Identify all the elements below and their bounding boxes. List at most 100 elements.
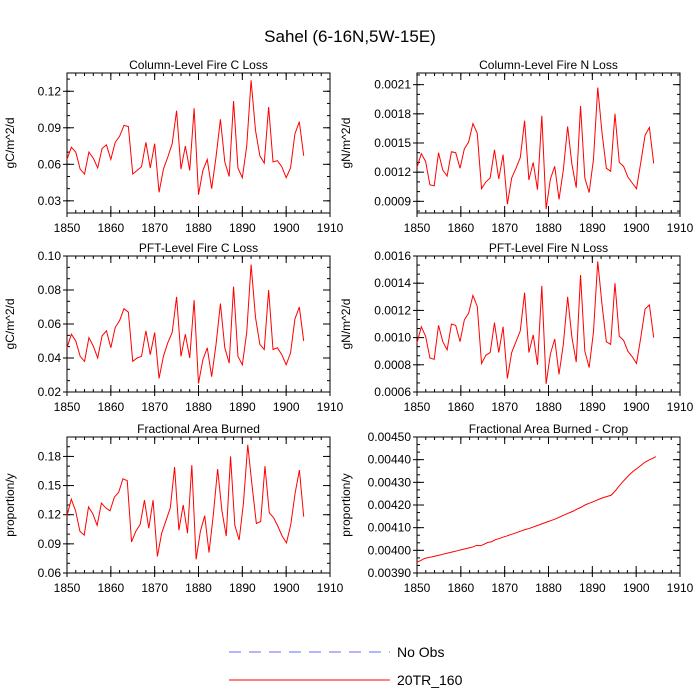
x-tick-label: 1900 [623, 581, 650, 595]
x-tick-label: 1860 [447, 581, 474, 595]
x-tick-label: 1850 [54, 400, 81, 414]
x-tick-label: 1900 [623, 400, 650, 414]
x-tick-label: 1880 [535, 400, 562, 414]
x-tick-label: 1890 [229, 221, 256, 235]
y-tick-label: 0.0009 [374, 194, 411, 208]
x-tick-label: 1870 [141, 581, 168, 595]
x-tick-label: 1890 [229, 400, 256, 414]
y-tick-label: 0.06 [38, 566, 62, 580]
y-tick-label: 0.00410 [368, 521, 412, 535]
y-tick-label: 0.15 [38, 479, 62, 493]
legend: No Obs 20TR_160 [229, 644, 463, 688]
x-tick-label: 1850 [404, 221, 431, 235]
x-tick-label: 1860 [447, 221, 474, 235]
y-tick-label: 0.0016 [374, 249, 411, 263]
series-line-20tr-160 [416, 261, 655, 384]
x-tick-label: 1860 [447, 400, 474, 414]
y-tick-label: 0.00450 [368, 430, 412, 444]
y-tick-label: 0.12 [38, 84, 62, 98]
x-tick-label: 1880 [185, 400, 212, 414]
x-tick-label: 1880 [535, 581, 562, 595]
x-tick-label: 1880 [185, 221, 212, 235]
panel-3: PFT-Level Fire C Loss 1850 1860 1870 1880 189… [3, 241, 344, 414]
x-tick-label: 1870 [491, 400, 518, 414]
panel-5: Fractional Area Burned 1850 1860 1870 1880 18… [3, 422, 344, 595]
y-axis-label: gC/m^2/d [3, 299, 17, 350]
x-tick-label: 1860 [97, 400, 124, 414]
y-axis-label: proportion/y [339, 473, 353, 536]
y-tick-label: 0.0010 [374, 331, 411, 345]
panel-1: Column-Level Fire C Loss 1850 1860 1870 1880… [3, 58, 344, 235]
x-tick-label: 1860 [97, 221, 124, 235]
y-axis-label: proportion/y [3, 473, 17, 536]
x-tick-label: 1900 [623, 221, 650, 235]
y-tick-label: 0.0014 [374, 276, 411, 290]
panel-2: Column-Level Fire N Loss 1850 1860 1870 1880… [339, 58, 694, 235]
y-tick-label: 0.02 [38, 385, 62, 399]
panels-group: Column-Level Fire C Loss 1850 1860 1870 1880… [3, 58, 694, 595]
series-line-20tr-160 [416, 87, 655, 210]
x-tick-label: 1850 [404, 400, 431, 414]
x-tick-label: 1910 [667, 400, 694, 414]
series-line-20tr-160 [66, 264, 305, 384]
plot-frame [416, 255, 681, 393]
y-tick-label: 0.00400 [368, 543, 412, 557]
y-tick-label: 0.10 [38, 249, 62, 263]
panel-title: Column-Level Fire C Loss [129, 58, 268, 72]
x-tick-label: 1870 [141, 221, 168, 235]
x-tick-label: 1910 [317, 221, 344, 235]
x-tick-label: 1870 [491, 221, 518, 235]
y-tick-label: 0.0021 [374, 78, 411, 92]
y-tick-label: 0.0018 [374, 107, 411, 121]
figure-title: Sahel (6-16N,5W-15E) [264, 27, 436, 46]
y-tick-label: 0.03 [38, 194, 62, 208]
x-tick-label: 1880 [185, 581, 212, 595]
y-tick-label: 0.0015 [374, 136, 411, 150]
panel-4: PFT-Level Fire N Loss 1850 1860 1870 1880 189… [339, 241, 694, 414]
x-tick-label: 1900 [273, 581, 300, 595]
y-tick-label: 0.18 [38, 449, 62, 463]
x-tick-label: 1890 [579, 221, 606, 235]
plot-frame [66, 436, 331, 574]
x-tick-label: 1910 [317, 400, 344, 414]
y-axis-label: gN/m^2/d [339, 118, 353, 169]
x-tick-label: 1900 [273, 221, 300, 235]
x-tick-label: 1910 [317, 581, 344, 595]
series-line-20tr-160 [416, 456, 657, 563]
plot-frame [66, 255, 331, 393]
panel-title: Column-Level Fire N Loss [479, 58, 618, 72]
plot-frame [416, 436, 681, 574]
x-tick-label: 1850 [54, 581, 81, 595]
x-tick-label: 1890 [229, 581, 256, 595]
y-tick-label: 0.06 [38, 157, 62, 171]
y-tick-label: 0.0008 [374, 358, 411, 372]
x-tick-label: 1900 [273, 400, 300, 414]
panel-title: PFT-Level Fire N Loss [489, 241, 608, 255]
panel-6: Fractional Area Burned - Crop 1850 1860 187… [339, 422, 694, 595]
panel-title: Fractional Area Burned [137, 422, 260, 436]
x-tick-label: 1910 [667, 221, 694, 235]
y-axis-label: gC/m^2/d [3, 118, 17, 169]
series-line-20tr-160 [66, 80, 305, 195]
x-tick-label: 1870 [141, 400, 168, 414]
y-tick-label: 0.12 [38, 508, 62, 522]
y-tick-label: 0.0012 [374, 165, 411, 179]
x-tick-label: 1860 [97, 581, 124, 595]
x-tick-label: 1890 [579, 581, 606, 595]
panel-title: PFT-Level Fire C Loss [139, 241, 258, 255]
x-tick-label: 1870 [491, 581, 518, 595]
series-line-20tr-160 [66, 444, 305, 560]
y-tick-label: 0.09 [38, 537, 62, 551]
legend-label-20tr-160: 20TR_160 [397, 672, 463, 688]
y-tick-label: 0.00420 [368, 498, 412, 512]
x-tick-label: 1890 [579, 400, 606, 414]
y-tick-label: 0.00430 [368, 475, 412, 489]
x-tick-label: 1850 [404, 581, 431, 595]
y-tick-label: 0.09 [38, 121, 62, 135]
legend-label-no-obs: No Obs [397, 644, 444, 660]
y-tick-label: 0.0012 [374, 303, 411, 317]
y-tick-label: 0.06 [38, 317, 62, 331]
x-tick-label: 1910 [667, 581, 694, 595]
y-tick-label: 0.0006 [374, 385, 411, 399]
